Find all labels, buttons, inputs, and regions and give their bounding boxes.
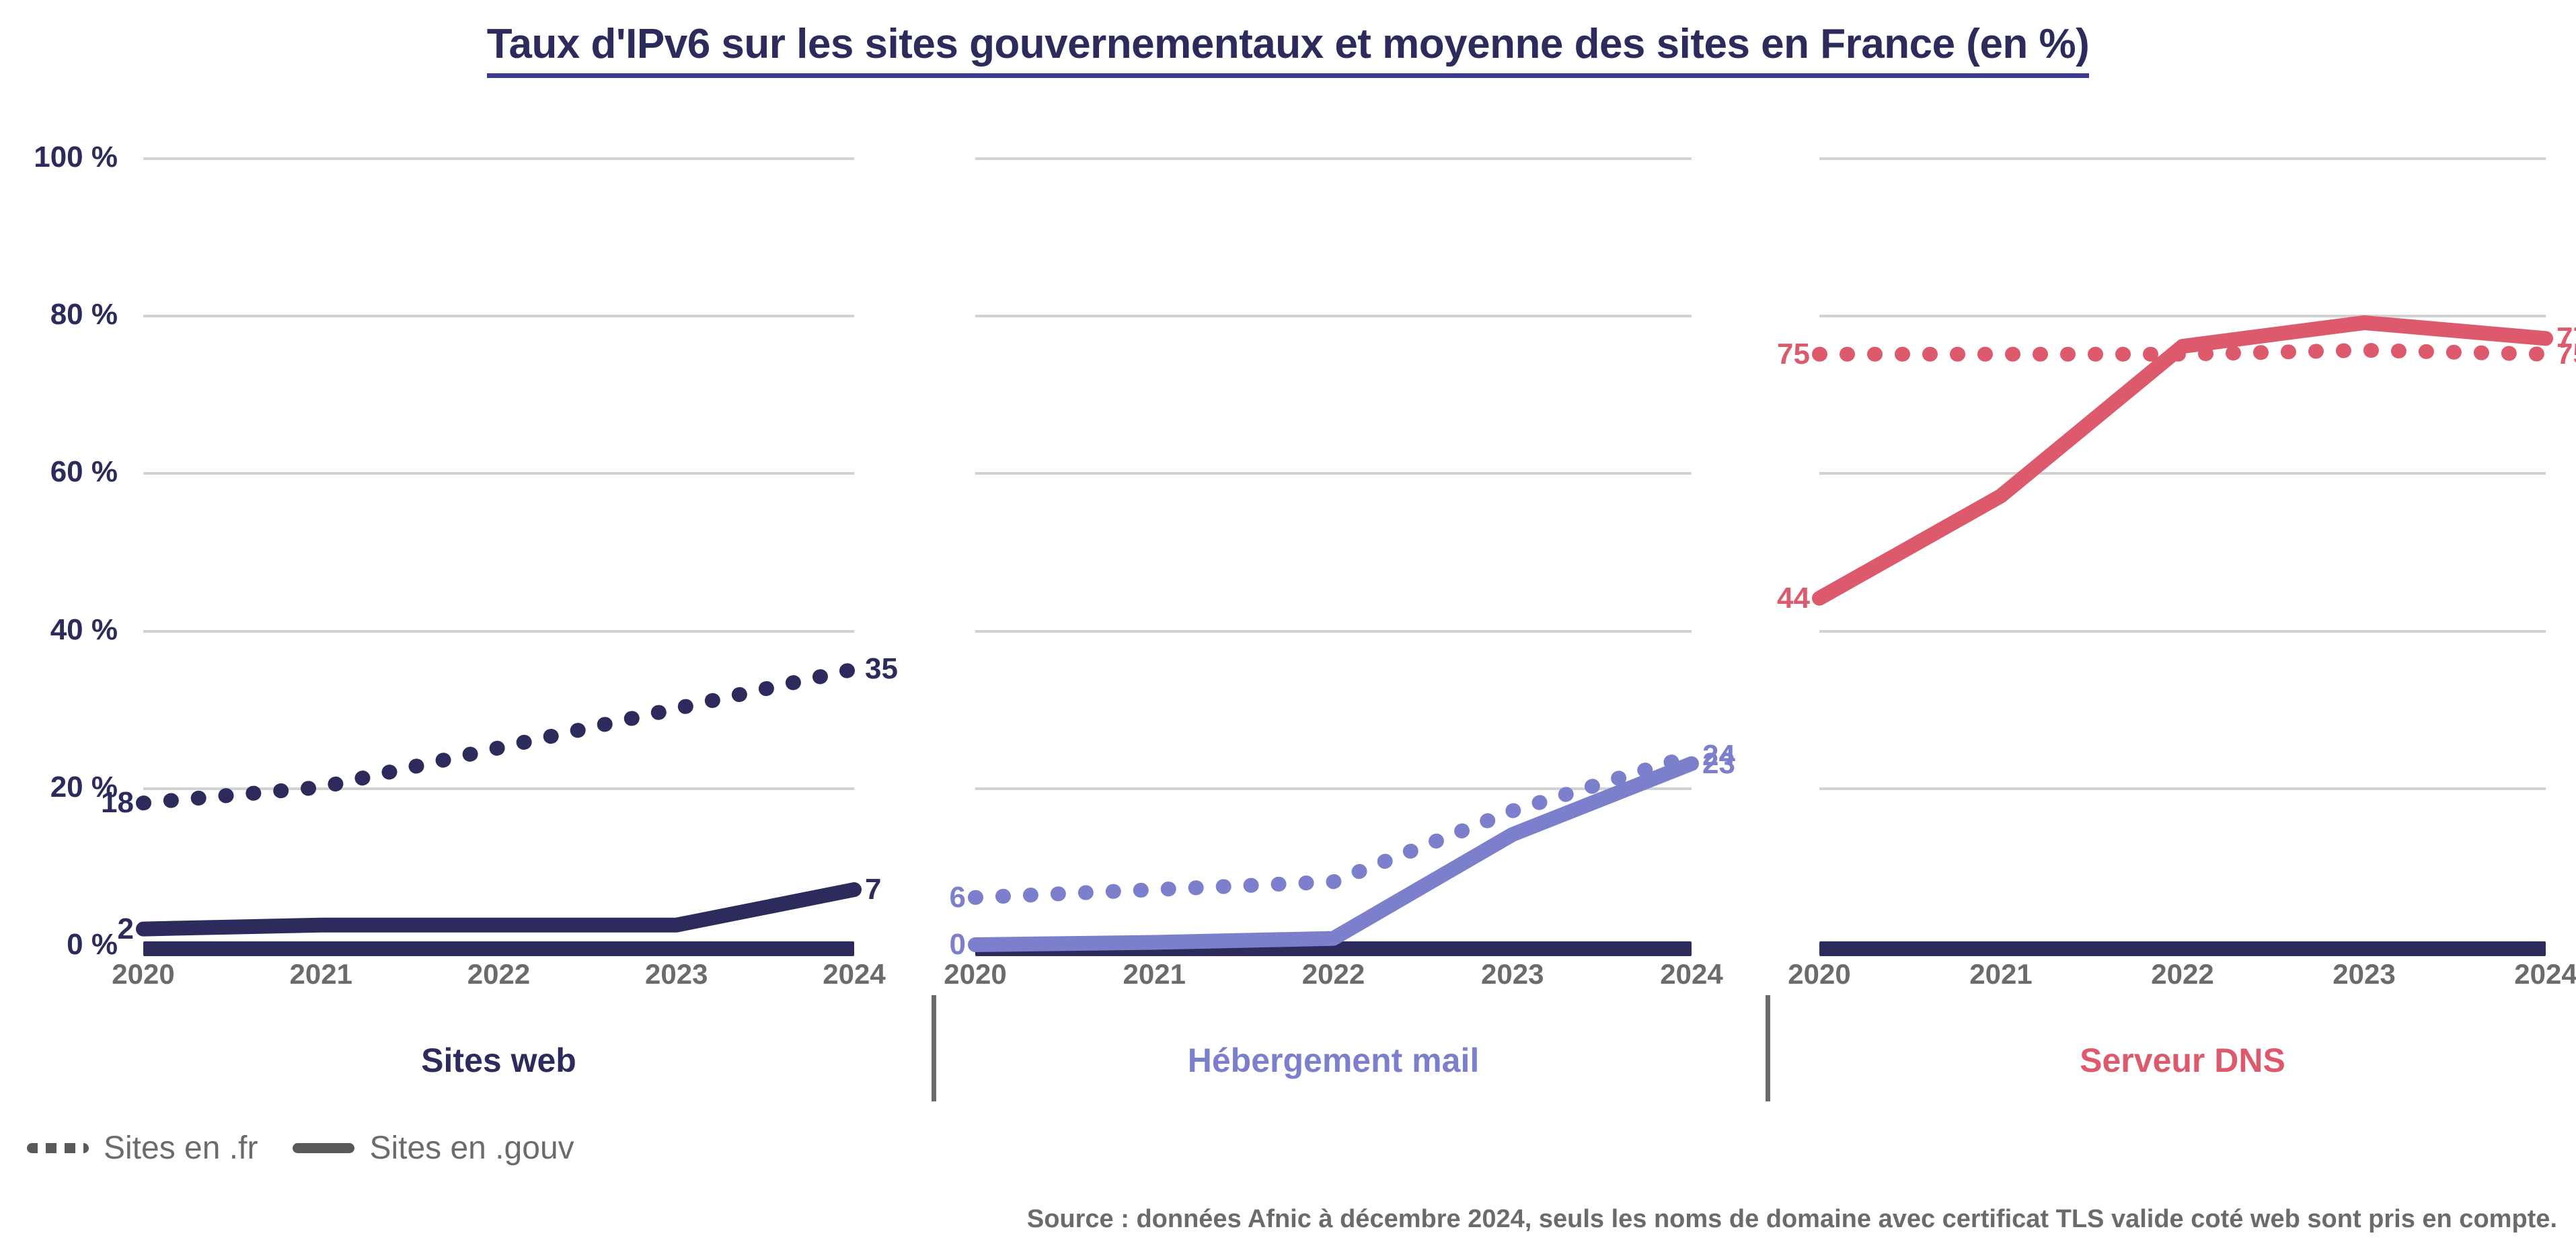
gridline (143, 315, 854, 318)
chart-panel-sites-web: 18 35 2 7 2020 2021 2022 2023 2024 Sites web (101, 0, 898, 1250)
x-axis-tick-label: 2022 (467, 958, 531, 990)
panel-title: Serveur DNS (2080, 1042, 2285, 1079)
page-title: Taux d'IPv6 sur les sites gouvernementau… (0, 20, 2576, 78)
x-axis-baseline (143, 941, 854, 956)
gridline (975, 787, 1692, 790)
series-line-solid (136, 882, 862, 937)
gridline (975, 157, 1692, 160)
series-line-dotted (136, 662, 862, 811)
data-point-label: 75 (1777, 337, 1810, 370)
y-axis-tick-label: 20 % (50, 770, 118, 804)
series-line-solid (968, 756, 1699, 952)
data-point-label: 6 (949, 880, 966, 914)
chart-panel-hebergement-mail: 6 24 0 23 2020 2021 2022 2023 2024 Hébergement ma… (944, 0, 1735, 1250)
x-axis-tick-label: 2021 (1123, 958, 1186, 990)
x-axis-tick-label: 2024 (823, 958, 886, 990)
solid-line-icon (293, 1143, 355, 1153)
x-axis-baseline (1819, 941, 2546, 956)
x-axis-tick-label: 2022 (1301, 958, 1365, 990)
x-axis-tick-label: 2024 (2514, 958, 2576, 990)
legend-item[interactable]: Sites en .fr (27, 1130, 258, 1167)
legend-item-label: Sites en .fr (104, 1130, 258, 1166)
chart-panel-serveur-dns: 75 75 44 77 2020 2021 2022 2023 2024 Serveur DNS (1777, 0, 2576, 1250)
gridline (1819, 157, 2546, 160)
x-axis-tick-label: 2023 (1481, 958, 1544, 990)
y-axis-tick-label: 80 % (50, 298, 118, 331)
plot-area: 75 75 44 77 (1777, 157, 2576, 956)
data-point-label: 44 (1777, 581, 1810, 615)
gridline (1819, 629, 2546, 633)
source-note: Source : données Afnic à décembre 2024, … (1026, 1205, 2557, 1233)
series-lines (136, 662, 862, 937)
data-point-label: 0 (949, 928, 966, 961)
data-point-label: 7 (865, 873, 882, 906)
series-lines (968, 748, 1699, 952)
data-point-label: 23 (1702, 746, 1735, 780)
x-axis-tick-label: 2020 (112, 958, 175, 990)
x-axis-tick-label: 2021 (289, 958, 352, 990)
panel-title: Hébergement mail (1187, 1042, 1480, 1079)
x-axis-tick-label: 2023 (645, 958, 708, 990)
data-point-label: 75 (2556, 337, 2576, 370)
panel-divider (932, 995, 936, 1101)
chart-title-text: Taux d'IPv6 sur les sites gouvernementau… (486, 21, 2090, 78)
y-axis-tick-label: 60 % (50, 455, 118, 489)
y-axis: 0 % 20 % 40 % 60 % 80 % 100 % (0, 0, 138, 1250)
gridline (975, 472, 1692, 475)
series-lines (1812, 315, 2553, 606)
gridline (1819, 472, 2546, 475)
gridline (143, 787, 854, 790)
legend-item[interactable]: Sites en .gouv (293, 1130, 574, 1167)
data-point-label: 77 (2556, 321, 2576, 355)
y-axis-tick-label: 100 % (34, 141, 118, 173)
x-axis: 2020 2021 2022 2023 2024 (944, 958, 1722, 999)
y-axis-tick-label: 40 % (50, 613, 118, 646)
x-axis-tick-label: 2021 (1969, 958, 2033, 990)
chart-legend: Sites en .fr Sites en .gouv (27, 1130, 574, 1167)
x-axis-tick-label: 2020 (944, 958, 1007, 990)
x-axis: 2020 2021 2022 2023 2024 (112, 958, 885, 999)
gridline (143, 472, 854, 475)
y-axis-tick-label: 0 % (67, 928, 118, 961)
gridline (975, 315, 1692, 318)
data-point-label: 2 (117, 912, 134, 945)
x-axis-tick-label: 2022 (2151, 958, 2214, 990)
gridline (143, 629, 854, 633)
panel-title: Sites web (421, 1042, 576, 1079)
plot-area: 18 35 2 7 (101, 157, 898, 956)
x-axis-tick-label: 2024 (1660, 958, 1723, 990)
gridline (1819, 787, 2546, 790)
data-point-label: 35 (865, 652, 898, 686)
gridline (1819, 315, 2546, 318)
gridline (975, 629, 1692, 633)
dashed-line-icon (27, 1143, 89, 1153)
x-axis-tick-label: 2023 (2333, 958, 2396, 990)
legend-item-label: Sites en .gouv (369, 1130, 574, 1166)
data-point-label: 18 (101, 786, 134, 820)
plot-area: 6 24 0 23 (950, 157, 1735, 961)
x-axis-tick-label: 2020 (1788, 958, 1851, 990)
series-line-solid (1812, 315, 2553, 606)
data-point-label: 24 (1702, 738, 1735, 772)
x-axis: 2020 2021 2022 2023 2024 (1788, 958, 2576, 999)
gridline (143, 157, 854, 160)
panel-divider (1766, 995, 1770, 1101)
series-line-dotted (968, 748, 1699, 905)
